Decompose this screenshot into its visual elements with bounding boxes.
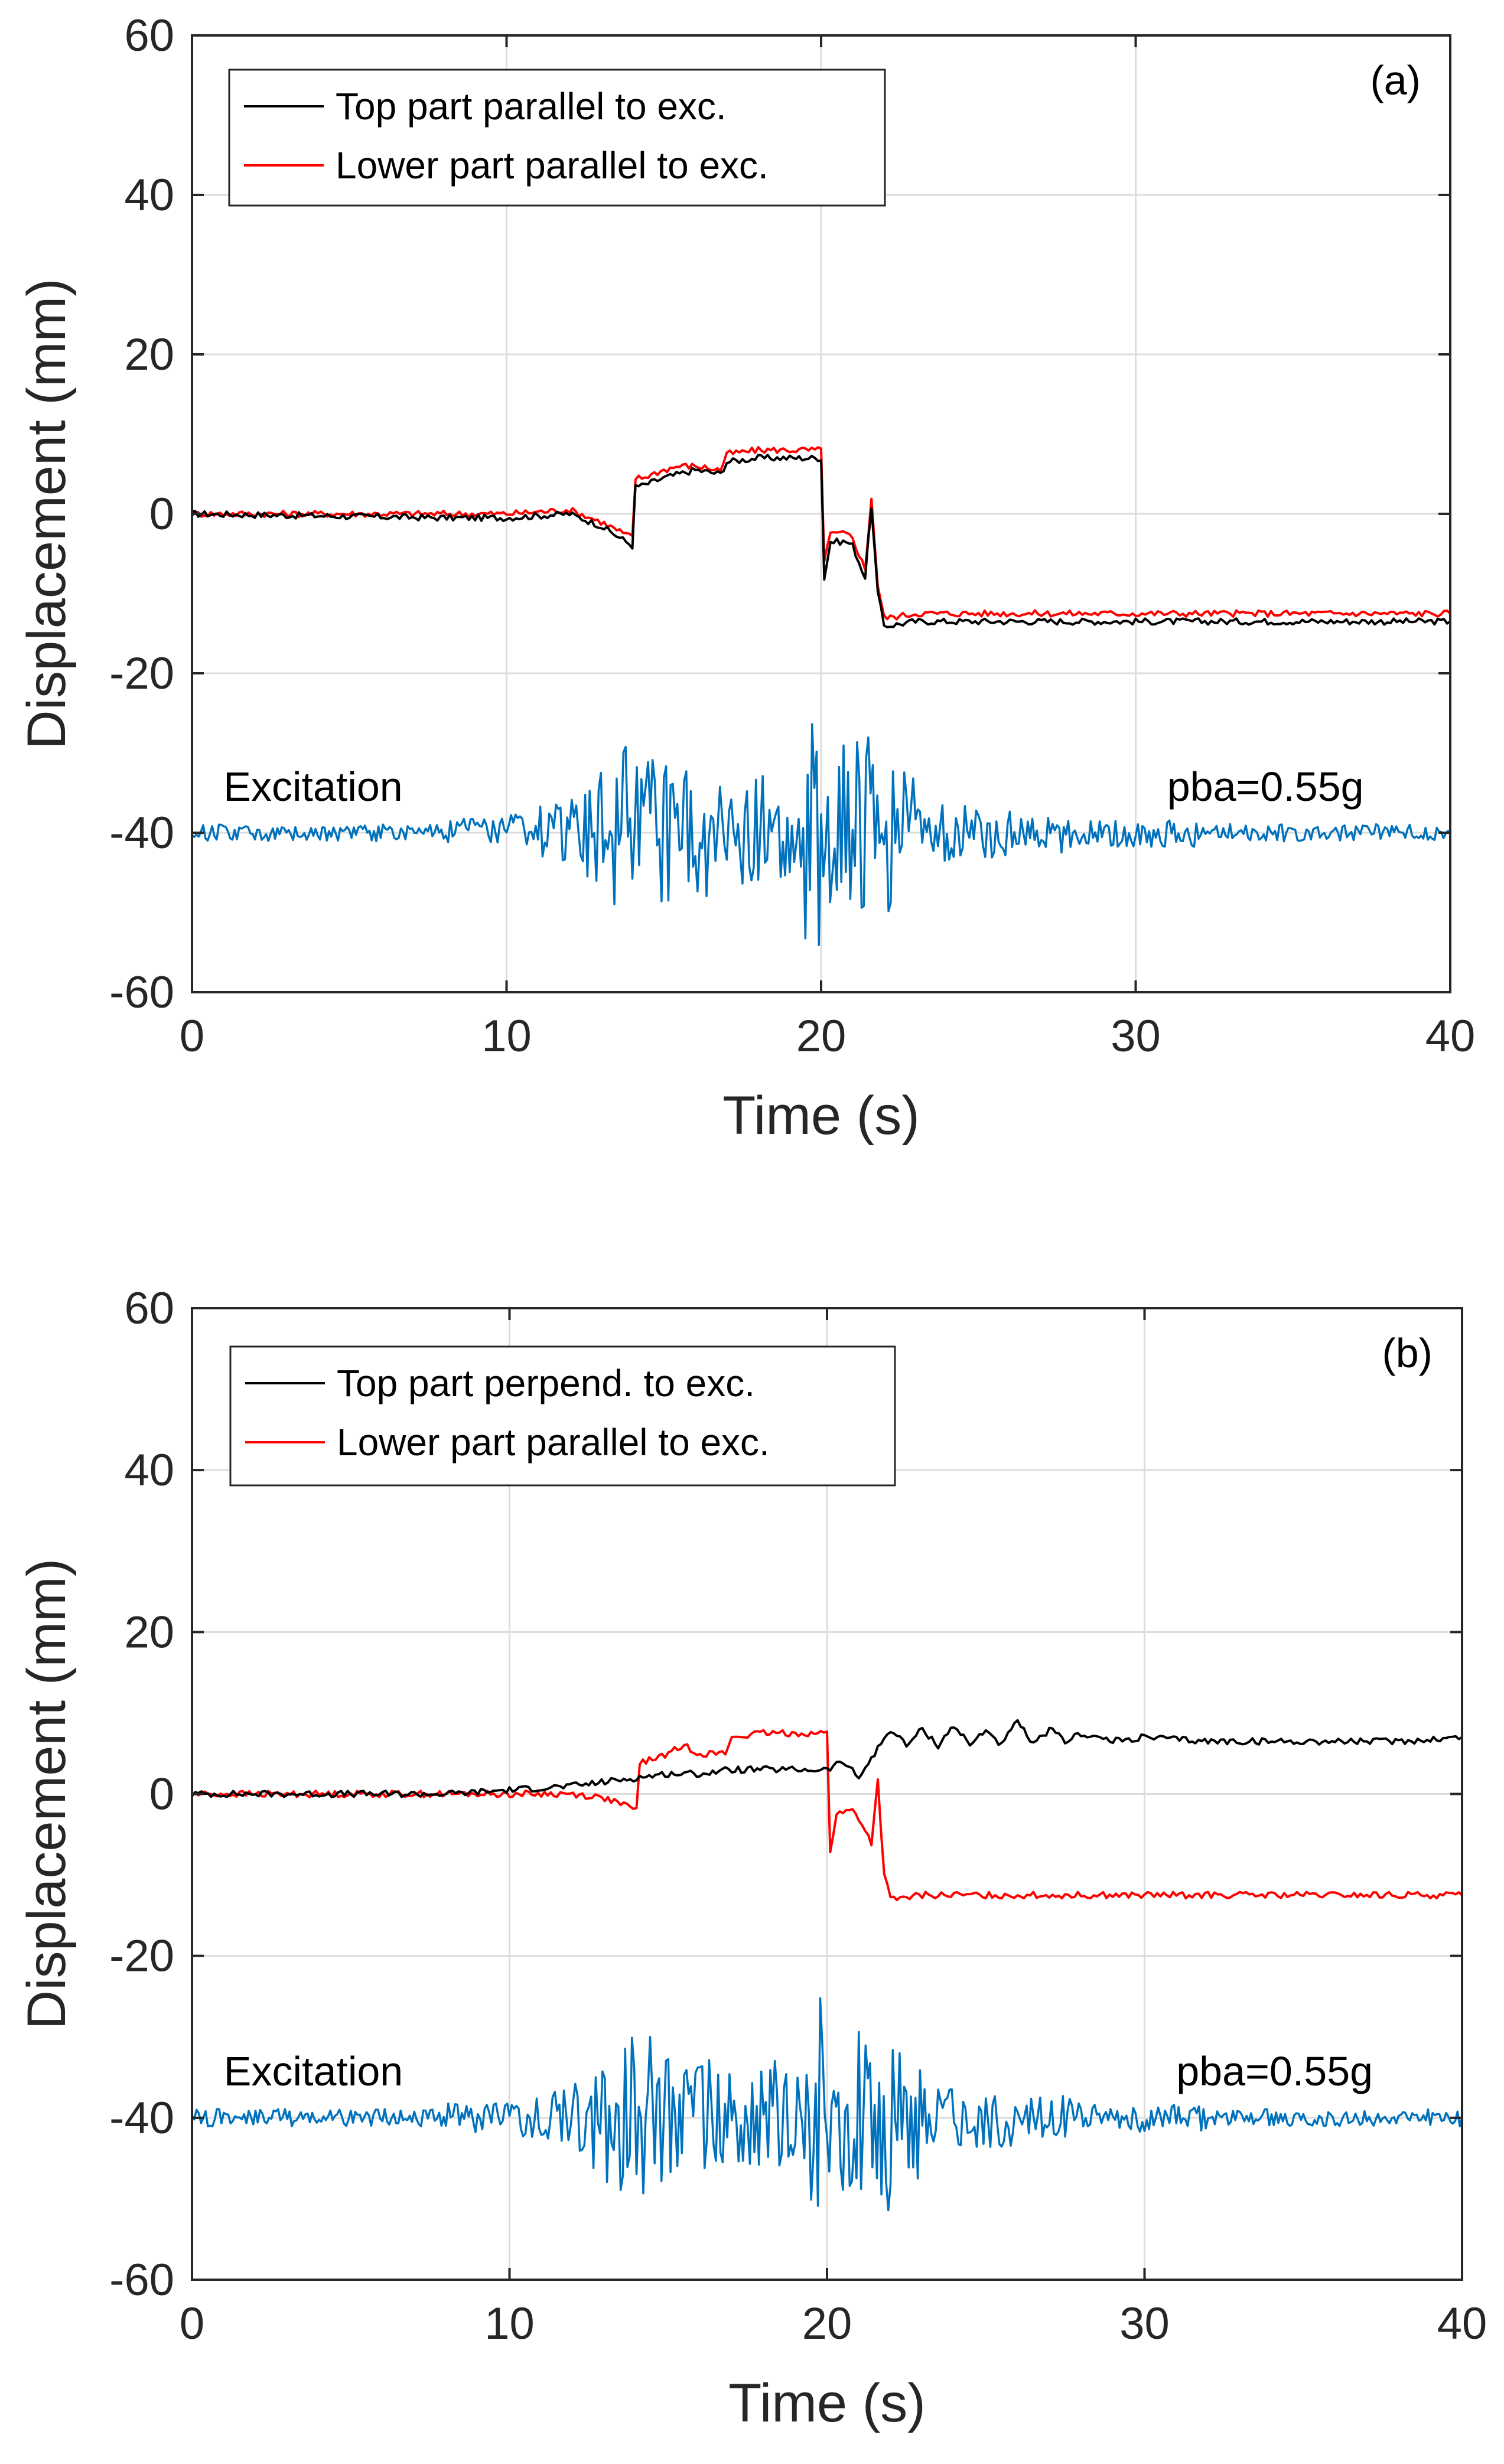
x-tick-label: 20 — [796, 1011, 847, 1061]
y-axis-label: Displacement (mm) — [17, 1559, 77, 2029]
x-axis-label: Time (s) — [728, 2373, 926, 2433]
x-tick-label: 30 — [1111, 1011, 1161, 1061]
legend-box — [229, 1345, 896, 1487]
series-line-lower — [191, 446, 1451, 621]
x-tick-label: 20 — [802, 2299, 852, 2349]
series-line-excitation — [191, 723, 1451, 946]
y-tick-label: -20 — [109, 1931, 174, 1981]
series-layer — [191, 1719, 1463, 2212]
y-tick-label: -60 — [109, 2255, 174, 2305]
excitation-annotation: Excitation — [224, 2048, 403, 2094]
x-tick-label: 40 — [1425, 1011, 1476, 1061]
pba-annotation: pba=0.55g — [1176, 2048, 1373, 2094]
x-axis-label: Time (s) — [722, 1086, 920, 1146]
panel-b: 0 10 20 30 40 60 40 20 0 -20 -40 -60 Time (s) Displ… — [17, 1283, 1487, 2433]
legend-label-lower: Lower part parallel to exc. — [336, 144, 769, 187]
x-tick-label: 10 — [484, 2299, 535, 2349]
tick-labels: 0 10 20 30 40 60 40 20 0 -20 -40 -60 — [109, 11, 1475, 1061]
panel-label: (a) — [1370, 57, 1421, 103]
pba-annotation: pba=0.55g — [1167, 764, 1364, 810]
y-tick-label: -40 — [109, 2093, 174, 2143]
y-tick-label: -40 — [109, 808, 174, 858]
series-line-top — [191, 454, 1451, 628]
panel-label: (b) — [1382, 1330, 1433, 1376]
y-tick-label: 60 — [124, 11, 174, 61]
y-tick-label: -20 — [109, 648, 174, 699]
x-tick-label: 0 — [180, 1011, 204, 1061]
x-tick-label: 0 — [180, 2299, 204, 2349]
x-tick-label: 40 — [1437, 2299, 1487, 2349]
panel-a: 0 10 20 30 40 60 40 20 0 -20 -40 -60 Time (s) Displ… — [17, 11, 1475, 1146]
y-tick-label: 20 — [124, 330, 174, 380]
y-tick-label: 40 — [124, 1445, 174, 1495]
x-tick-label: 30 — [1119, 2299, 1170, 2349]
y-tick-label: 20 — [124, 1607, 174, 1657]
y-tick-label: 0 — [149, 489, 174, 539]
legend-label-top: Top part parallel to exc. — [336, 85, 727, 128]
y-tick-label: 60 — [124, 1283, 174, 1334]
series-line-top — [191, 1719, 1463, 1798]
y-tick-label: 0 — [149, 1769, 174, 1820]
y-tick-label: -60 — [109, 967, 174, 1018]
excitation-annotation: Excitation — [223, 764, 402, 810]
legend: Top part perpend. to exc. Lower part par… — [229, 1345, 896, 1487]
legend-label-top: Top part perpend. to exc. — [337, 1362, 755, 1404]
series-line-lower — [191, 1729, 1463, 1902]
legend-label-lower: Lower part parallel to exc. — [337, 1421, 770, 1464]
series-layer — [191, 446, 1451, 946]
legend-box — [228, 69, 886, 207]
series-line-excitation — [191, 1997, 1463, 2212]
legend: Top part parallel to exc. Lower part par… — [228, 69, 886, 207]
x-tick-label: 10 — [481, 1011, 532, 1061]
y-axis-label: Displacement (mm) — [17, 278, 77, 749]
y-tick-label: 40 — [124, 170, 174, 220]
tick-labels: 0 10 20 30 40 60 40 20 0 -20 -40 -60 — [109, 1283, 1487, 2349]
